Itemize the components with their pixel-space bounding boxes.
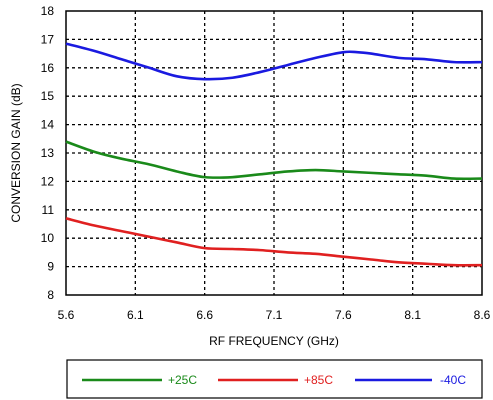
y-tick-label: 13	[41, 146, 55, 160]
x-tick-label: 7.1	[266, 308, 283, 322]
x-tick-label: 7.6	[335, 308, 352, 322]
x-tick-label: 6.6	[196, 308, 213, 322]
series-line-40C	[65, 42, 483, 81]
series-line-85C	[65, 217, 483, 267]
legend: +25C +85C -40C	[82, 373, 466, 387]
x-tick-label: 6.1	[127, 308, 144, 322]
x-axis-ticks: 5.6 6.1 6.6 7.1 7.6 8.1 8.6	[58, 308, 491, 322]
y-tick-label: 18	[41, 4, 55, 18]
x-axis-label: RF FREQUENCY (GHz)	[209, 334, 339, 348]
legend-label: +25C	[168, 373, 197, 387]
y-tick-label: 14	[41, 118, 55, 132]
legend-label: +85C	[304, 373, 333, 387]
x-tick-label: 5.6	[58, 308, 75, 322]
y-tick-label: 8	[47, 288, 54, 302]
y-tick-label: 11	[42, 203, 55, 217]
y-tick-label: 16	[41, 61, 55, 75]
x-tick-label: 8.1	[404, 308, 421, 322]
series-line-25C	[65, 140, 483, 181]
plot-frame	[65, 10, 483, 296]
y-tick-label: 17	[41, 32, 55, 46]
y-tick-label: 9	[47, 260, 54, 274]
y-tick-label: 15	[41, 89, 55, 103]
legend-label: -40C	[440, 373, 466, 387]
y-axis-label: CONVERSION GAIN (dB)	[9, 83, 23, 222]
y-axis-ticks: 8 9 10 11 12 13 14 15 16 17 18	[41, 4, 55, 302]
y-tick-label: 10	[41, 231, 55, 245]
x-tick-label: 8.6	[474, 308, 491, 322]
series-lines	[65, 42, 483, 267]
y-tick-label: 12	[41, 174, 55, 188]
